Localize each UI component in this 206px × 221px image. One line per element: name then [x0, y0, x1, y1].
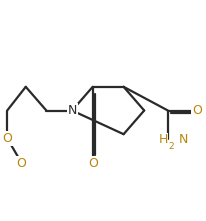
Text: N: N: [67, 104, 77, 117]
Text: 2: 2: [168, 142, 174, 151]
Text: N: N: [179, 133, 189, 146]
Text: O: O: [192, 104, 202, 117]
Text: H: H: [158, 133, 168, 146]
Text: O: O: [2, 132, 12, 145]
Text: O: O: [88, 156, 98, 170]
Text: O: O: [17, 156, 27, 170]
